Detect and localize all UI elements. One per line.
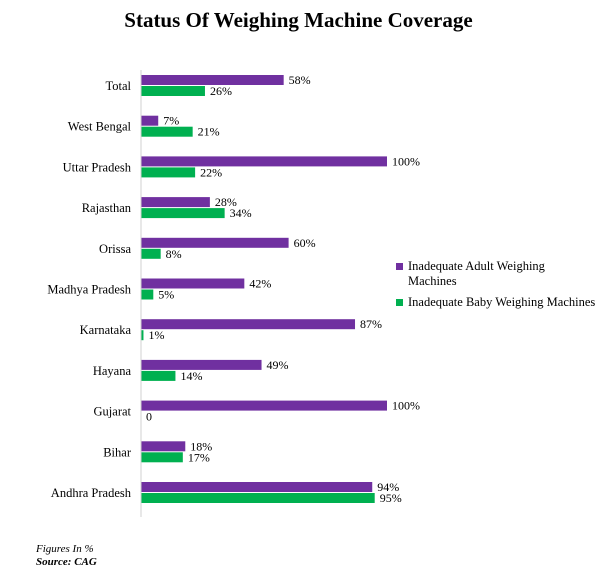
bar-adult-madhya-pradesh [141, 278, 245, 289]
legend-item-adult: Inadequate Adult Weighing Machines [396, 259, 596, 289]
bar-adult-total [141, 75, 284, 85]
value-label-baby-uttar-pradesh: 22% [200, 165, 222, 179]
legend-swatch-adult [396, 263, 403, 270]
bar-adult-orissa [141, 237, 289, 248]
bar-adult-rajasthan [141, 197, 210, 208]
bar-baby-andhra-pradesh [141, 493, 375, 503]
value-label-adult-andhra-pradesh: 94% [377, 480, 399, 494]
value-label-adult-uttar-pradesh: 100% [392, 154, 420, 168]
value-label-baby-bihar: 17% [188, 450, 210, 464]
value-label-baby-west-bengal: 21% [198, 125, 220, 139]
bar-baby-madhya-pradesh [141, 289, 154, 300]
bar-baby-uttar-pradesh [141, 167, 196, 178]
value-label-adult-total: 58% [289, 73, 311, 87]
category-label-uttar-pradesh: Uttar Pradesh [63, 160, 132, 174]
figures-note: Figures In % [36, 543, 94, 555]
category-label-gujarat: Gujarat [94, 405, 132, 419]
category-label-hayana: Hayana [93, 364, 132, 378]
value-label-adult-bihar: 18% [190, 439, 212, 453]
legend-label-adult: Inadequate Adult Weighing Machines [408, 259, 545, 288]
value-label-baby-karnataka: 1% [148, 328, 164, 342]
value-label-baby-andhra-pradesh: 95% [380, 491, 402, 505]
value-label-adult-karnataka: 87% [360, 317, 382, 331]
value-label-adult-west-bengal: 7% [163, 114, 179, 128]
category-label-total: Total [105, 79, 131, 93]
category-label-bihar: Bihar [103, 445, 132, 459]
value-label-adult-rajasthan: 28% [215, 195, 237, 209]
bar-adult-hayana [141, 359, 262, 370]
bar-baby-karnataka [141, 330, 144, 341]
bar-adult-bihar [141, 441, 186, 452]
bar-baby-rajasthan [141, 208, 225, 219]
category-label-west-bengal: West Bengal [68, 120, 132, 134]
value-label-adult-orissa: 60% [294, 236, 316, 250]
value-label-adult-gujarat: 100% [392, 399, 420, 413]
value-label-baby-hayana: 14% [180, 369, 202, 383]
value-label-baby-gujarat: 0 [146, 410, 152, 424]
source-note: Source: CAG [36, 556, 97, 568]
bar-baby-total [141, 86, 205, 96]
footnote: Figures In % Source: CAG [36, 543, 97, 569]
legend: Inadequate Adult Weighing Machines Inade… [396, 259, 596, 316]
category-label-orissa: Orissa [99, 242, 131, 256]
value-label-baby-madhya-pradesh: 5% [158, 288, 174, 302]
bar-chart: Total 58% 26% West Bengal 7% 21% Uttar Pradesh… [47, 70, 420, 517]
chart-title: Status Of Weighing Machine Coverage [124, 8, 473, 32]
bar-adult-karnataka [141, 319, 356, 330]
value-label-adult-madhya-pradesh: 42% [249, 277, 271, 291]
value-label-baby-rajasthan: 34% [230, 206, 252, 220]
bar-baby-west-bengal [141, 126, 193, 137]
value-label-baby-total: 26% [210, 84, 232, 98]
value-label-baby-orissa: 8% [166, 247, 182, 261]
legend-item-baby: Inadequate Baby Weighing Machines [396, 295, 596, 310]
bars-layer: Total 58% 26% West Bengal 7% 21% Uttar Pradesh… [47, 73, 420, 505]
legend-label-baby: Inadequate Baby Weighing Machines [408, 295, 596, 309]
bar-adult-uttar-pradesh [141, 156, 387, 167]
category-label-andhra-pradesh: Andhra Pradesh [51, 486, 132, 500]
bar-adult-gujarat [141, 400, 387, 411]
bar-adult-andhra-pradesh [141, 482, 373, 492]
bar-baby-bihar [141, 452, 183, 463]
legend-swatch-baby [396, 299, 403, 306]
bar-adult-west-bengal [141, 115, 159, 126]
category-label-karnataka: Karnataka [80, 323, 132, 337]
bar-baby-orissa [141, 248, 161, 259]
category-label-rajasthan: Rajasthan [82, 201, 132, 215]
bar-baby-hayana [141, 370, 176, 381]
category-label-madhya-pradesh: Madhya Pradesh [47, 283, 131, 297]
value-label-adult-hayana: 49% [267, 358, 289, 372]
